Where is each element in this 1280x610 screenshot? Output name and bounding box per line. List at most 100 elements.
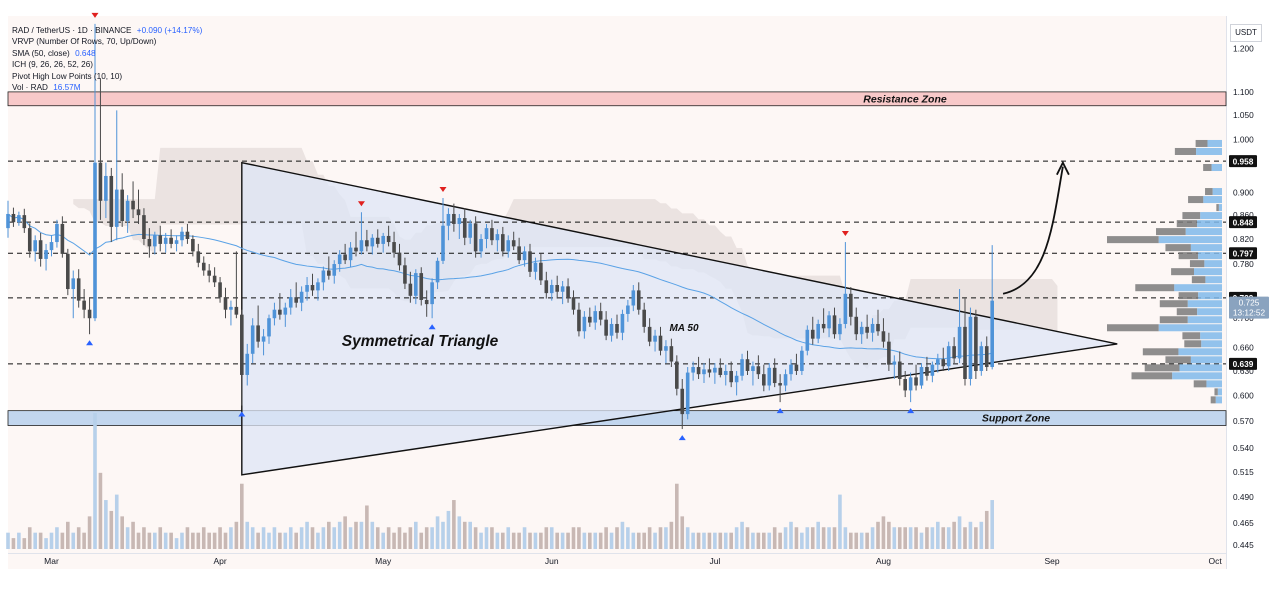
volume-bar: [685, 527, 690, 549]
volume-bar: [936, 521, 940, 549]
volume-bar: [332, 527, 337, 549]
level-price-tag: [1229, 155, 1257, 168]
volume-bar: [669, 521, 674, 549]
candle-body: [838, 323, 842, 335]
resistance-zone: [7, 91, 1227, 107]
volume-profile-down: [1107, 324, 1159, 332]
legend-volume-row[interactable]: Vol · RAD 16.57M: [12, 82, 202, 93]
candle-body: [142, 215, 146, 239]
volume-bar: [598, 532, 603, 549]
candle-body: [740, 359, 744, 376]
volume-bar: [876, 521, 880, 549]
volume-bar: [609, 532, 614, 549]
candle-body: [832, 315, 837, 335]
volume-profile-down: [1214, 388, 1218, 396]
triangle-label: Symmetrical Triangle: [342, 333, 499, 350]
volume-profile-down: [1182, 332, 1201, 340]
volume-bar: [343, 516, 347, 549]
candle-body: [810, 329, 815, 339]
candle-body: [343, 254, 347, 261]
candle-body: [457, 218, 462, 224]
volume-bar: [441, 521, 445, 549]
legend-pivot[interactable]: Pivot High Low Points (10, 10): [12, 71, 123, 81]
volume-profile-up: [1190, 356, 1222, 364]
volume-bar: [870, 527, 875, 549]
candle-body: [392, 242, 396, 253]
volume-bar: [109, 510, 114, 549]
candle-body: [375, 237, 380, 244]
legend-sma-value: 0.648: [75, 48, 96, 58]
volume-bar: [533, 532, 538, 549]
candle-body: [501, 234, 505, 252]
volume-bar: [288, 527, 293, 549]
volume-bar: [424, 527, 429, 549]
volume-bar: [865, 532, 869, 549]
candle-body: [528, 251, 532, 272]
candle-body: [490, 228, 494, 241]
candle-body: [299, 291, 304, 303]
volume-bar: [392, 532, 396, 549]
volume-bar: [348, 527, 353, 549]
legend-symbol-row[interactable]: RAD / TetherUS · 1D · BINANCE +0.090 (+1…: [12, 25, 202, 36]
legend-vrvp[interactable]: VRVP (Number Of Rows, 70, Up/Down): [12, 37, 157, 47]
candle-body: [403, 265, 407, 284]
volume-bar: [810, 527, 815, 549]
candle-body: [147, 238, 152, 247]
volume-bar: [490, 527, 494, 549]
legend-ichimoku[interactable]: ICH (9, 26, 26, 52, 26): [12, 60, 94, 70]
volume-bar: [794, 527, 799, 549]
candle-body: [174, 240, 179, 244]
candle-body: [615, 323, 619, 333]
volume-profile-up: [1218, 204, 1222, 212]
pivot-low-marker: [678, 435, 686, 441]
currency-label[interactable]: USDT: [1230, 24, 1262, 42]
volume-bar: [528, 532, 532, 549]
volume-profile-down: [1174, 147, 1197, 155]
candle-body: [484, 228, 489, 239]
volume-bar: [506, 527, 511, 549]
current-price-value: 0.725: [1239, 298, 1260, 308]
candle-body: [658, 335, 663, 351]
candle-body: [98, 162, 103, 201]
candle-body: [870, 323, 875, 333]
candle-body: [549, 285, 554, 294]
volume-bar: [691, 532, 695, 549]
volume-bar: [403, 532, 407, 549]
candle-body: [381, 235, 385, 244]
candle-body: [745, 359, 750, 371]
volume-bar: [680, 516, 685, 549]
volume-profile-up: [1207, 139, 1222, 147]
volume-bar: [414, 521, 418, 549]
volume-bar: [675, 483, 679, 549]
price-tick-label: 0.820: [1233, 234, 1254, 244]
pivot-low-marker: [776, 408, 784, 414]
candle-body: [386, 235, 391, 243]
volume-bar: [849, 532, 853, 549]
volume-bar: [44, 538, 48, 549]
volume-bar: [430, 527, 434, 549]
volume-profile-down: [1205, 188, 1213, 196]
volume-profile-up: [1200, 212, 1222, 220]
volume-bar: [419, 532, 424, 549]
level-price-tag-text: 0.958: [1233, 156, 1254, 166]
volume-bar: [522, 527, 527, 549]
volume-bar: [707, 532, 712, 549]
volume-bar: [283, 532, 288, 549]
volume-profile-up: [1200, 332, 1222, 340]
volume-bar: [27, 527, 32, 549]
candle-body: [462, 218, 467, 238]
candle-body: [261, 336, 266, 342]
candle-body: [555, 285, 559, 292]
level-price-tag-text: 0.639: [1233, 359, 1254, 369]
volume-bar: [702, 532, 706, 549]
volume-profile-up: [1197, 308, 1222, 316]
legend-sma-row[interactable]: SMA (50, close) 0.648: [12, 48, 202, 59]
price-tick-label: 0.540: [1233, 443, 1254, 453]
candle-body: [163, 237, 168, 244]
candle-body: [767, 367, 772, 386]
candle-body: [577, 309, 581, 332]
volume-profile-down: [1184, 340, 1202, 348]
candle-body: [114, 189, 119, 227]
